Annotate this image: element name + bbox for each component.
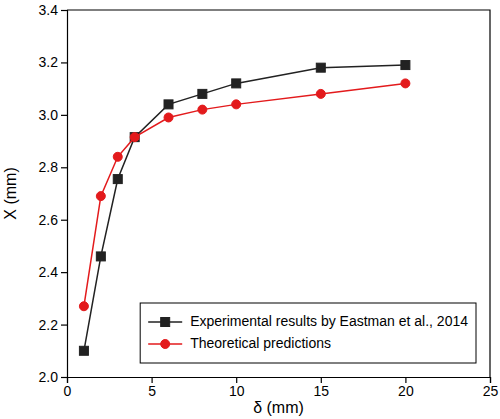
y-axis: 2.0 2.2 2.4 2.6 2.8 3.0 3.2 3.4 <box>39 2 68 385</box>
legend: Experimental results by Eastman et al., … <box>140 303 476 363</box>
series-line <box>84 83 405 306</box>
point <box>316 89 325 98</box>
tick-mark <box>61 220 67 221</box>
tick-mark <box>61 377 67 378</box>
tick: 10 <box>229 377 245 399</box>
tick-label: 15 <box>314 383 330 399</box>
tick: 2.8 <box>39 159 67 175</box>
x-axis-title: δ (mm) <box>253 399 304 416</box>
point <box>164 100 173 109</box>
x-axis: 0 5 10 15 20 25 <box>64 377 499 399</box>
point <box>316 63 325 72</box>
point <box>113 152 122 161</box>
tick-label: 3.0 <box>39 107 59 123</box>
tick: 2.4 <box>39 264 67 280</box>
point <box>79 346 88 355</box>
tick-label: 25 <box>483 383 499 399</box>
point <box>198 105 207 114</box>
tick: 5 <box>148 377 156 399</box>
legend-marker <box>161 340 170 349</box>
point <box>232 100 241 109</box>
legend-label: Experimental results by Eastman et al., … <box>190 313 468 329</box>
tick: 3.2 <box>39 54 67 70</box>
point <box>401 79 410 88</box>
point <box>232 79 241 88</box>
tick-mark <box>61 115 67 116</box>
y-axis-title: X (mm) <box>2 167 19 219</box>
plot: 0 5 10 15 20 25 2.0 2.2 2.4 2.6 2.8 3.0 3.2 3.4 Experi… <box>39 2 499 399</box>
tick-label: 5 <box>148 383 156 399</box>
point <box>130 133 139 142</box>
point <box>401 61 410 70</box>
tick-label: 3.4 <box>39 2 59 18</box>
tick: 3.4 <box>39 2 67 18</box>
tick-label: 0 <box>64 383 72 399</box>
tick: 3.0 <box>39 107 67 123</box>
point <box>79 302 88 311</box>
chart: 0 5 10 15 20 25 2.0 2.2 2.4 2.6 2.8 3.0 3.2 3.4 Experi… <box>0 0 500 419</box>
point <box>96 252 105 261</box>
point <box>113 175 122 184</box>
tick: 2.2 <box>39 317 67 333</box>
tick-mark <box>61 272 67 273</box>
tick-mark <box>61 62 67 63</box>
tick: 15 <box>314 377 330 399</box>
tick-label: 2.0 <box>39 369 59 385</box>
legend-marker <box>161 318 170 327</box>
tick-mark <box>61 10 67 11</box>
tick: 2.6 <box>39 212 67 228</box>
point <box>96 192 105 201</box>
tick: 25 <box>483 377 499 399</box>
tick: 2.0 <box>39 369 67 385</box>
tick-label: 2.2 <box>39 317 59 333</box>
point <box>164 113 173 122</box>
frame <box>67 10 490 377</box>
tick-label: 3.2 <box>39 54 59 70</box>
tick: 20 <box>398 377 414 399</box>
tick: 0 <box>64 377 72 399</box>
tick-mark <box>61 324 67 325</box>
tick-mark <box>61 167 67 168</box>
tick-label: 2.8 <box>39 159 59 175</box>
legend-box <box>140 303 476 363</box>
tick-label: 10 <box>229 383 245 399</box>
tick-label: 20 <box>398 383 414 399</box>
tick-label: 2.6 <box>39 212 59 228</box>
axis-line <box>61 11 68 378</box>
tick-label: 2.4 <box>39 264 59 280</box>
legend-label: Theoretical predictions <box>190 335 331 351</box>
point <box>130 133 139 142</box>
point <box>198 89 207 98</box>
axis-line <box>68 378 491 384</box>
